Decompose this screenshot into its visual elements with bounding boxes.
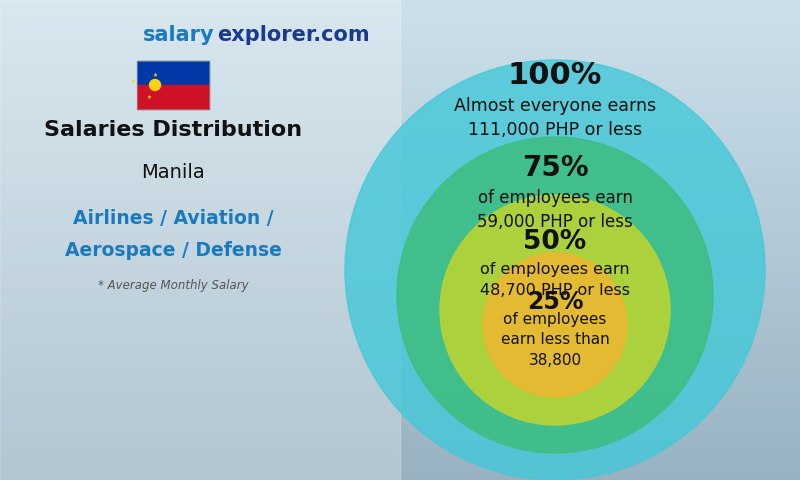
Text: Salaries Distribution: Salaries Distribution: [44, 120, 302, 140]
Text: Aerospace / Defense: Aerospace / Defense: [65, 240, 282, 260]
Text: 75%: 75%: [522, 154, 588, 182]
Circle shape: [345, 60, 765, 480]
Text: ★: ★: [153, 73, 158, 78]
Text: ★: ★: [147, 95, 152, 100]
Text: 25%: 25%: [526, 290, 583, 314]
Text: of employees earn
59,000 PHP or less: of employees earn 59,000 PHP or less: [477, 189, 633, 231]
Circle shape: [150, 80, 161, 91]
Text: Airlines / Aviation /: Airlines / Aviation /: [73, 208, 274, 228]
Text: of employees earn
48,700 PHP or less: of employees earn 48,700 PHP or less: [480, 262, 630, 298]
Bar: [137, 85, 209, 109]
Text: salary: salary: [143, 25, 215, 45]
Text: * Average Monthly Salary: * Average Monthly Salary: [98, 278, 248, 291]
Circle shape: [440, 195, 670, 425]
Text: of employees
earn less than
38,800: of employees earn less than 38,800: [501, 312, 610, 368]
Text: ★: ★: [131, 79, 136, 84]
Text: Manila: Manila: [141, 163, 205, 181]
Polygon shape: [137, 61, 173, 109]
Bar: [137, 61, 209, 109]
Bar: [137, 61, 209, 85]
Circle shape: [483, 253, 627, 397]
Text: explorer.com: explorer.com: [217, 25, 370, 45]
Text: Almost everyone earns
111,000 PHP or less: Almost everyone earns 111,000 PHP or les…: [454, 97, 656, 139]
Circle shape: [397, 137, 713, 453]
Text: 100%: 100%: [508, 60, 602, 89]
Text: 50%: 50%: [523, 229, 586, 255]
Bar: [0, 0, 400, 480]
